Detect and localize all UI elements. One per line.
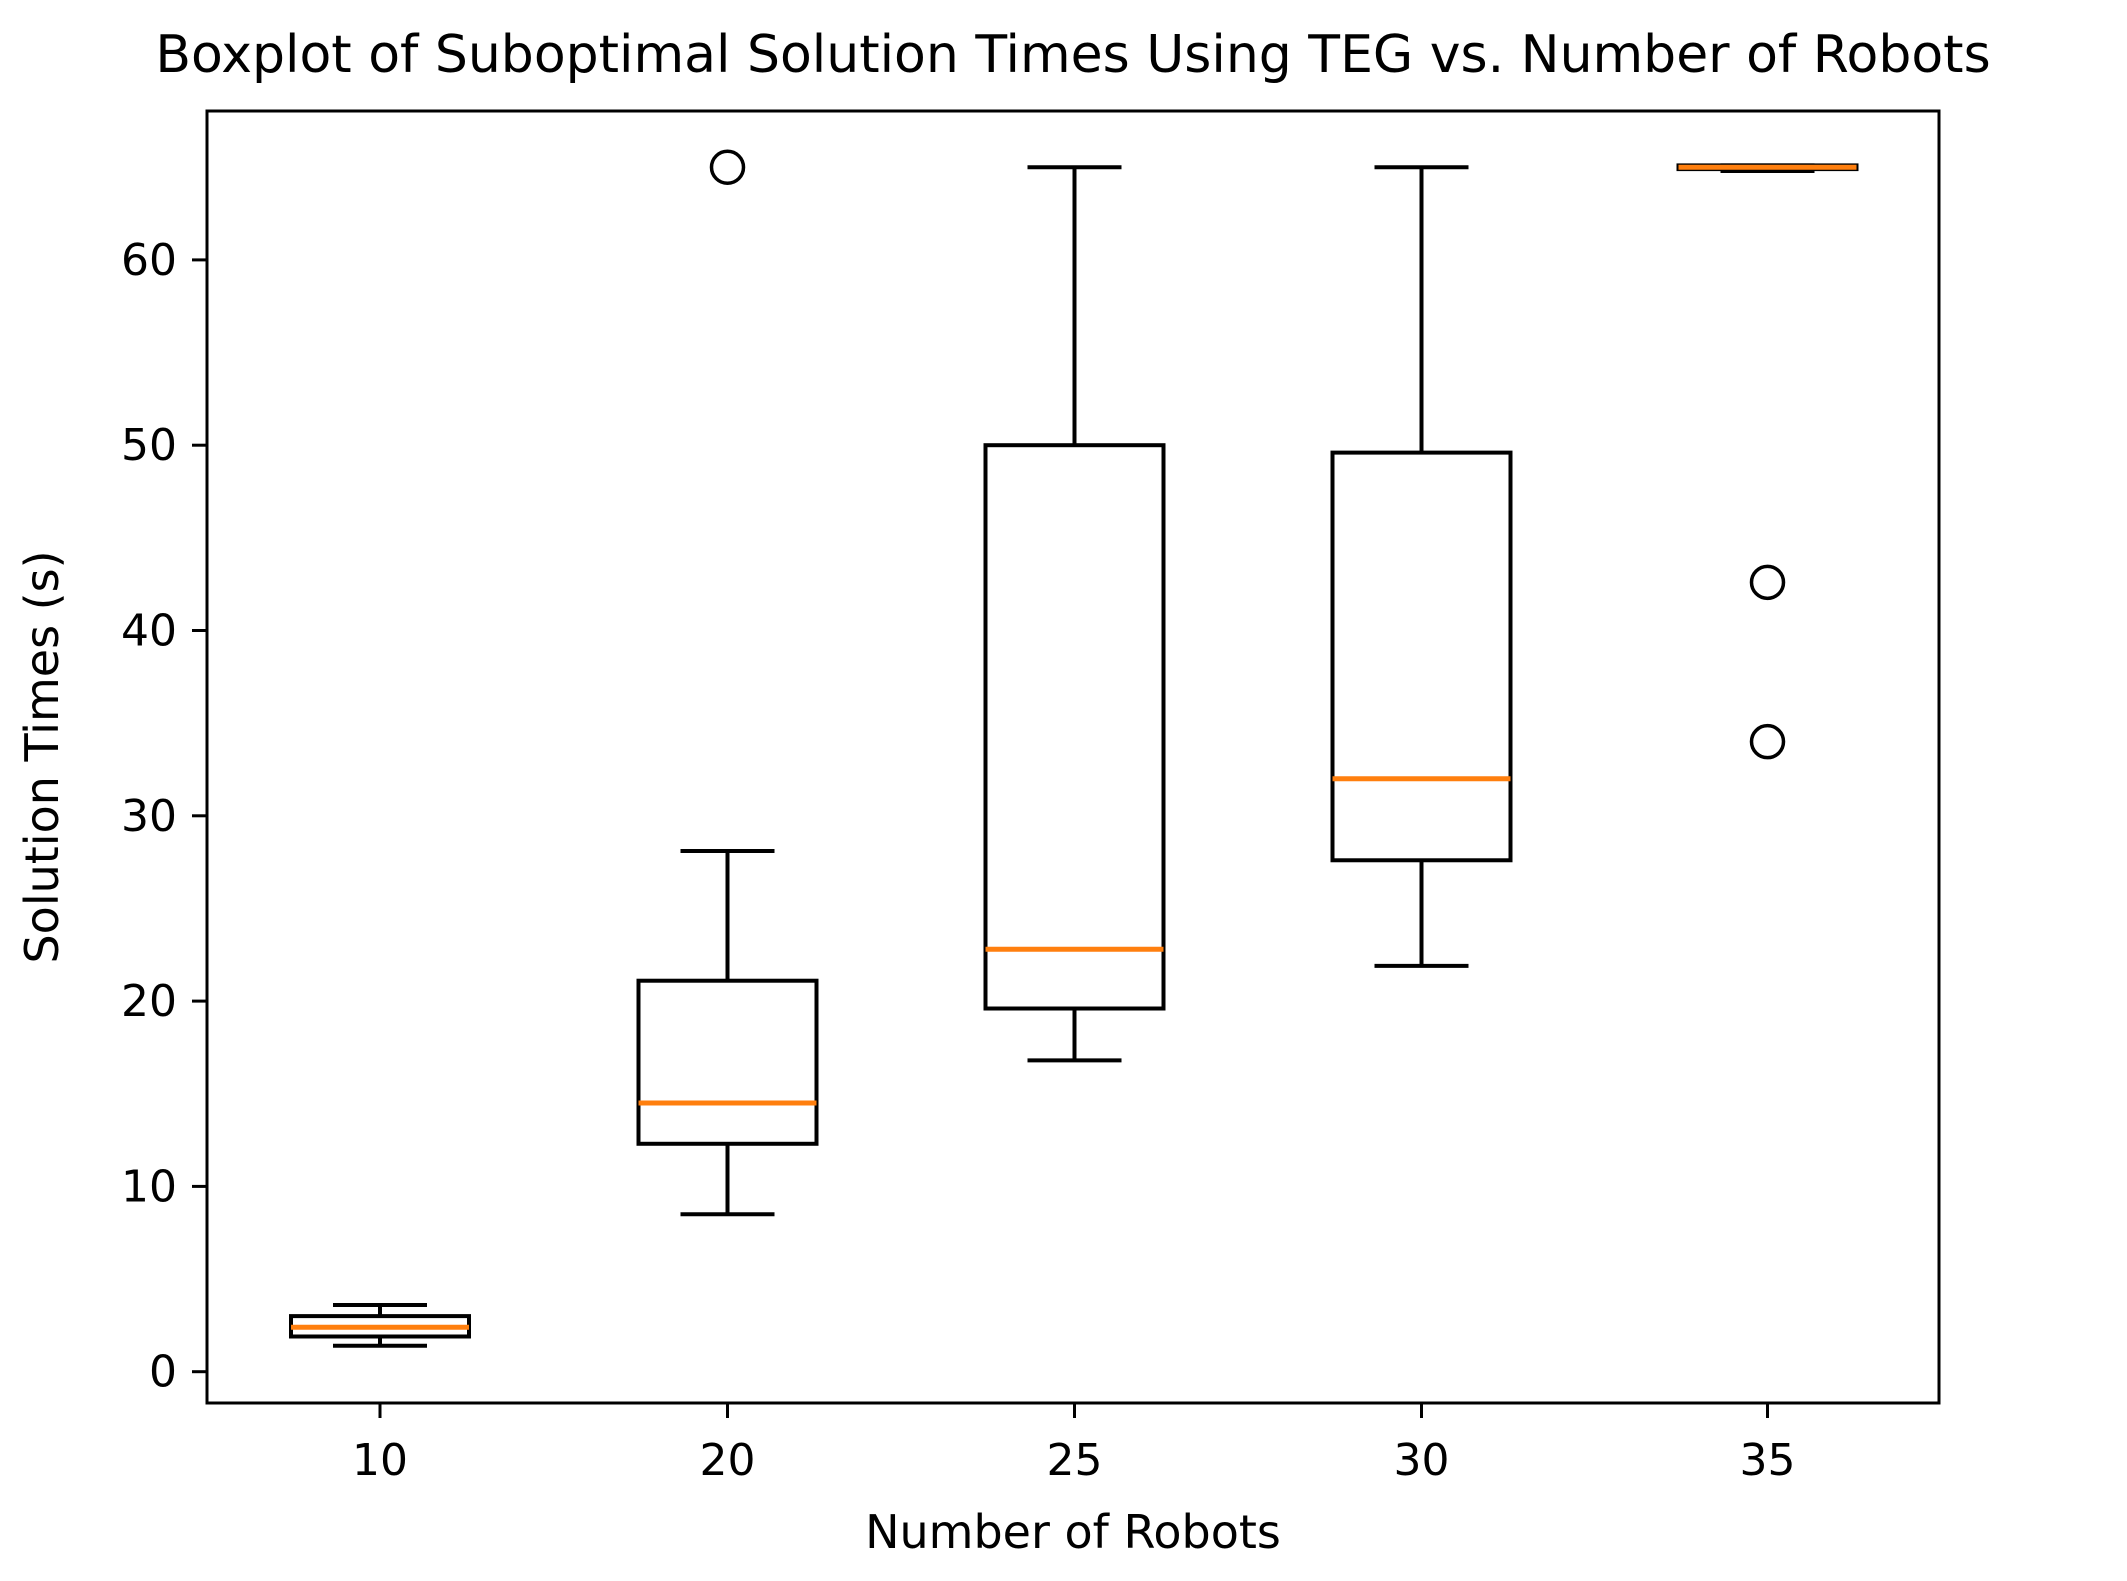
y-tick-label: 0 [149,1347,177,1398]
plot-area-border [205,109,1941,1405]
y-tick-label: 40 [121,606,177,657]
outlier-point [1749,564,1786,601]
iqr-box [983,443,1166,1011]
chart-title: Boxplot of Suboptimal Solution Times Usi… [155,25,1990,85]
x-tick-label: 10 [352,1435,408,1486]
box-group-30-robots [1330,165,1513,968]
x-axis-label: Number of Robots [865,1505,1281,1559]
y-axis-label: Solution Times (s) [15,550,69,963]
y-tick-label: 60 [121,235,177,286]
x-tick-label: 25 [1047,1435,1103,1486]
x-tick-label: 35 [1740,1435,1796,1486]
outlier-point [1749,723,1786,760]
y-tick-label: 10 [121,1161,177,1212]
boxes-layer [289,149,1859,1348]
y-tick-label: 20 [121,976,177,1027]
x-tick-label: 30 [1394,1435,1450,1486]
outlier-point [709,149,746,185]
box-group-20-robots [636,149,819,1217]
y-tick-label: 30 [121,791,177,842]
iqr-box [1330,450,1513,863]
box-group-25-robots [983,165,1166,1063]
iqr-box [636,978,819,1146]
axis-ticks-layer: 0 10 20 30 40 50 60 10 20 25 30 35 [121,235,1796,1486]
y-tick-label: 50 [121,420,177,471]
box-group-35-robots [1676,163,1859,760]
box-group-10-robots [289,1302,471,1348]
x-tick-label: 20 [700,1435,756,1486]
